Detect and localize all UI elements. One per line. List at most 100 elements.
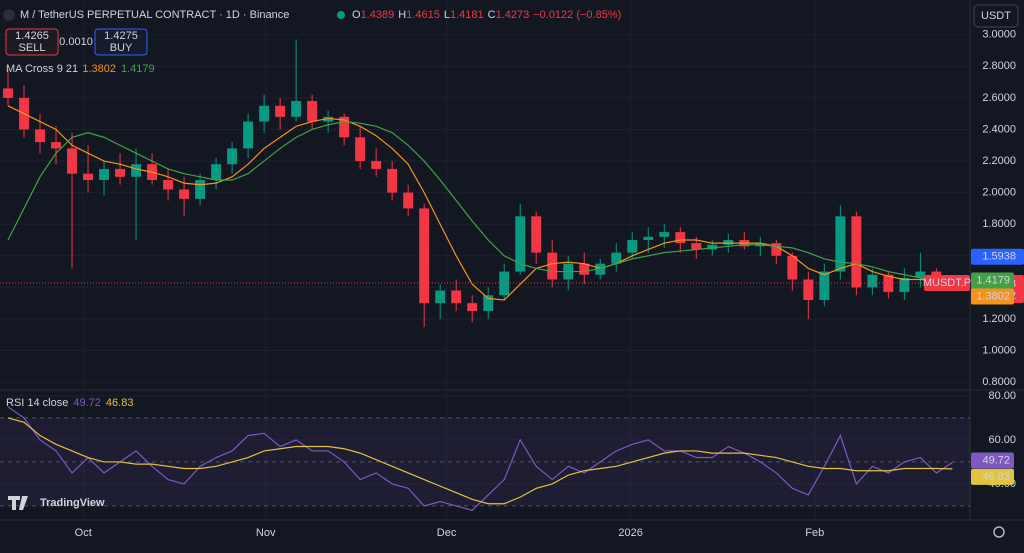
ma-line bbox=[7, 105, 953, 301]
ma-tag bbox=[971, 288, 1014, 305]
symbol-tag bbox=[924, 275, 970, 292]
candle-body bbox=[643, 236, 654, 240]
candle-body bbox=[707, 244, 718, 250]
candle-body bbox=[819, 271, 830, 300]
candle-body bbox=[451, 290, 462, 304]
rsi-tag bbox=[971, 452, 1014, 469]
candle-body bbox=[307, 101, 318, 122]
ohlc: O1.4389 H1.4615 L1.4181 C1.4273 −0.0122 (−0.… bbox=[352, 9, 621, 21]
y-tick-label: 2.2000 bbox=[982, 155, 1016, 167]
ohlc-key: H bbox=[398, 9, 406, 21]
candle-body bbox=[531, 216, 542, 253]
x-tick-label: Dec bbox=[437, 527, 457, 539]
candle-body bbox=[179, 189, 190, 199]
candle-body bbox=[915, 271, 926, 278]
y-tick-label: 3.0000 bbox=[982, 29, 1016, 41]
x-tick-label: 2026 bbox=[618, 527, 642, 539]
candle-body bbox=[163, 180, 174, 190]
candle-body bbox=[99, 168, 110, 180]
sell-label: SELL bbox=[19, 42, 46, 54]
x-tick-label: Nov bbox=[256, 527, 276, 539]
ohlc-key: L bbox=[444, 9, 450, 21]
rsi-value: 49.72 bbox=[73, 397, 101, 409]
rsi-tag-label: 49.72 bbox=[982, 454, 1010, 466]
candle-body bbox=[723, 240, 734, 245]
ma-value: 1.3802 bbox=[82, 63, 116, 75]
settings-icon[interactable] bbox=[993, 526, 1005, 538]
candle-body bbox=[803, 279, 814, 300]
change: −0.0122 (−0.85%) bbox=[533, 9, 621, 21]
candle-body bbox=[35, 129, 45, 143]
candle-body bbox=[243, 121, 254, 149]
candle-body bbox=[851, 216, 862, 288]
candle-body bbox=[387, 168, 398, 193]
rsi-tag bbox=[971, 468, 1014, 485]
y-tick-label: 1.8000 bbox=[982, 218, 1016, 230]
candle-body bbox=[195, 180, 206, 199]
rsi-line bbox=[7, 417, 953, 505]
ma-line bbox=[7, 120, 953, 286]
candle-body bbox=[211, 164, 222, 180]
rsi-tag-label: 46.83 bbox=[982, 471, 1010, 483]
ma-tag-label: 1.4179 bbox=[976, 274, 1010, 286]
rsi-value: 46.83 bbox=[106, 397, 134, 409]
spread: 0.0010 bbox=[59, 36, 93, 48]
ma-tag-label: 1.3802 bbox=[976, 290, 1010, 302]
sell-price: 1.4265 bbox=[15, 30, 49, 42]
y-tick-label: 2.6000 bbox=[982, 92, 1016, 104]
y-tick-label: 1.0000 bbox=[982, 344, 1016, 356]
candle-body bbox=[659, 232, 670, 237]
y-tick-label: 2.4000 bbox=[982, 123, 1016, 135]
candle-body bbox=[403, 192, 414, 209]
candle-body bbox=[355, 137, 366, 162]
ohlc-key: O bbox=[352, 9, 361, 21]
rsi-line bbox=[7, 406, 953, 511]
candle-body bbox=[227, 148, 238, 165]
candle-body bbox=[51, 142, 61, 149]
candle-body bbox=[131, 164, 142, 177]
ma-legend: MA Cross 9 21 1.3802 1.4179 bbox=[6, 63, 155, 75]
sell-button[interactable] bbox=[5, 28, 59, 56]
buy-button[interactable] bbox=[94, 28, 148, 56]
candle-body bbox=[611, 252, 622, 264]
candle-body bbox=[787, 255, 798, 280]
x-tick-label: Oct bbox=[75, 527, 92, 539]
y-tick-label: 60.00 bbox=[988, 434, 1016, 446]
ohlc-value: 1.4389 bbox=[361, 9, 395, 21]
candle-body bbox=[83, 173, 93, 180]
candle-body bbox=[371, 161, 382, 169]
symbol-title: M / TetherUS PERPETUAL CONTRACT · 1D · B… bbox=[20, 9, 289, 21]
candle-body bbox=[419, 208, 430, 304]
symbol-icon bbox=[3, 9, 15, 21]
candle-body bbox=[259, 105, 270, 122]
y-tick-label: 80.00 bbox=[988, 390, 1016, 402]
candle-body bbox=[515, 216, 526, 272]
candle-body bbox=[467, 303, 478, 312]
candle-body bbox=[595, 263, 606, 275]
candle-body bbox=[867, 274, 878, 288]
currency: USDT bbox=[981, 10, 1011, 22]
y-tick-label: 2.8000 bbox=[982, 60, 1016, 72]
rsi-legend: RSI 14 close 49.72 46.83 bbox=[6, 397, 133, 409]
candle-body bbox=[579, 263, 590, 275]
symbol-tag-text: MUSDT.P bbox=[923, 277, 971, 289]
y-tick-label: 1.2000 bbox=[982, 313, 1016, 325]
rsi-name: RSI 14 close bbox=[6, 397, 68, 409]
candle-body bbox=[3, 88, 13, 98]
currency-button[interactable] bbox=[973, 4, 1019, 28]
candle-body bbox=[291, 101, 302, 117]
price-tag-label: 1.5938 bbox=[982, 251, 1016, 263]
ma-value: 1.4179 bbox=[121, 63, 155, 75]
ohlc-key: C bbox=[488, 9, 496, 21]
candle-body bbox=[899, 277, 910, 293]
status-dot bbox=[337, 11, 345, 19]
candle-body bbox=[67, 148, 77, 174]
buy-price: 1.4275 bbox=[104, 30, 138, 42]
candle-body bbox=[275, 105, 286, 117]
ohlc-value: 1.4615 bbox=[406, 9, 440, 21]
candle-body bbox=[547, 252, 558, 280]
watermark-icon bbox=[8, 496, 28, 510]
candle-body bbox=[435, 290, 446, 304]
candle-body bbox=[835, 216, 846, 272]
